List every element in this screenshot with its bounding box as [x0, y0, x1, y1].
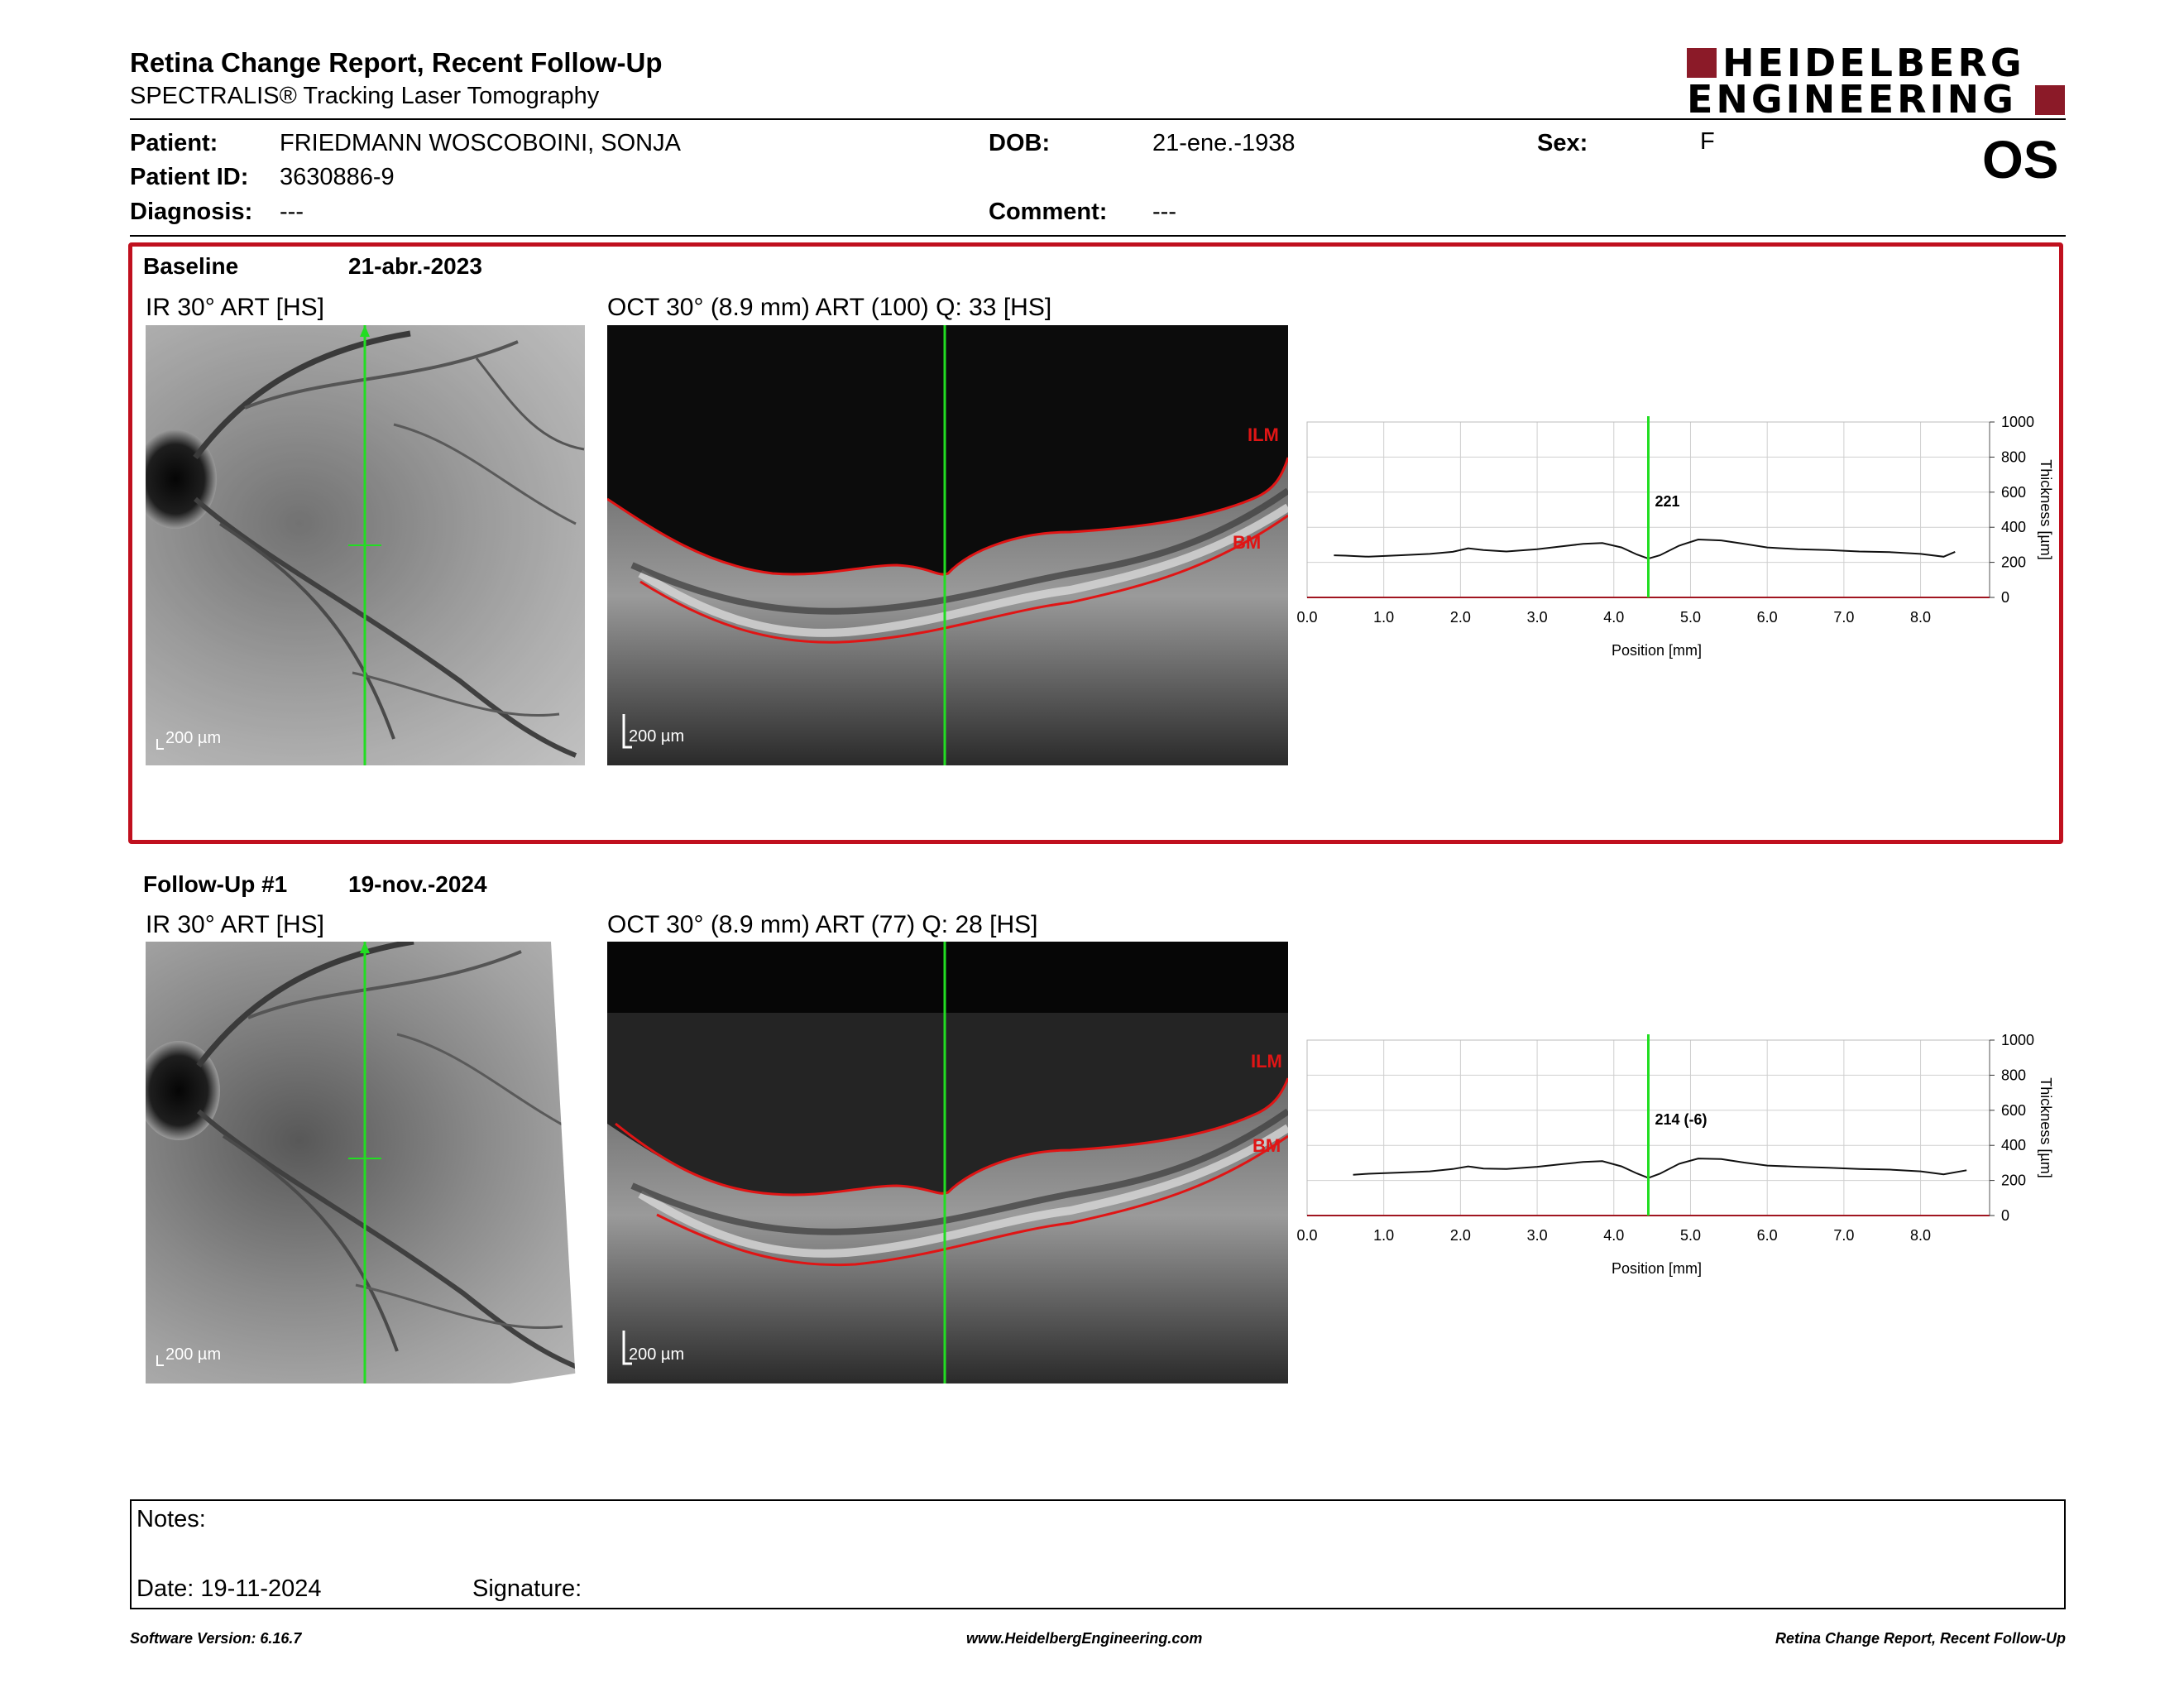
baseline-highlight-frame: [128, 242, 2063, 844]
y-tick-label: 200: [2001, 1172, 2026, 1189]
x-tick-label: 6.0: [1757, 1227, 1778, 1244]
thickness-series-line: [1334, 538, 1956, 560]
x-tick-label: 7.0: [1833, 609, 1854, 626]
baseline-oct-bscan-image[interactable]: ILM BM 200 µm: [607, 325, 1288, 765]
y-tick-label: 1000: [2001, 1032, 2034, 1048]
diagnosis-label: Diagnosis:: [130, 199, 253, 225]
diagnosis-value: ---: [280, 199, 304, 225]
baseline-date: 21-abr.-2023: [348, 253, 482, 279]
x-tick-label: 3.0: [1527, 1227, 1548, 1244]
patient-name: FRIEDMANN WOSCOBOINI, SONJA: [280, 130, 681, 156]
notes-signature-label: Signature:: [472, 1575, 582, 1602]
x-tick-label: 0.0: [1296, 1227, 1317, 1244]
logo-block-icon: [1687, 48, 1717, 78]
patient-label: Patient:: [130, 130, 218, 156]
followup-oct-scale-label: 200 µm: [629, 1345, 685, 1364]
footer-report-name: Retina Change Report, Recent Follow-Up: [1774, 1630, 2066, 1647]
x-tick-label: 7.0: [1833, 1227, 1854, 1244]
x-tick-label: 4.0: [1603, 609, 1624, 626]
x-tick-label: 6.0: [1757, 609, 1778, 626]
baseline-ilm-label: ILM: [1248, 424, 1279, 445]
baseline-ir-scale-label: 200 µm: [165, 729, 222, 747]
header-divider: [130, 118, 2066, 120]
notes-label: Notes:: [136, 1506, 206, 1532]
heidelberg-logo: HEIDELBERG ENGINEERING: [1684, 41, 2068, 122]
sex-value: F: [1700, 128, 1715, 155]
y-axis-title: Thickness [µm]: [2038, 459, 2054, 559]
x-tick-label: 2.0: [1450, 1227, 1471, 1244]
followup-ilm-label: ILM: [1251, 1051, 1282, 1072]
x-tick-label: 4.0: [1603, 1227, 1624, 1244]
dob-value: 21-ene.-1938: [1152, 130, 1296, 156]
logo-block-icon: [2035, 85, 2065, 115]
followup-oct-bscan-image[interactable]: ILM BM 200 µm: [607, 942, 1288, 1383]
followup-ir-vessels: [146, 942, 585, 1383]
patient-divider: [130, 235, 2066, 237]
baseline-ir-vessels: [146, 325, 585, 765]
baseline-oct-title: OCT 30° (8.9 mm) ART (100) Q: 33 [HS]: [607, 294, 1052, 321]
sex-label: Sex:: [1537, 130, 1588, 156]
baseline-ir-fundus-image[interactable]: 200 µm: [146, 325, 585, 765]
followup-bm-label: BM: [1252, 1135, 1281, 1156]
x-tick-label: 1.0: [1373, 1227, 1394, 1244]
x-tick-label: 8.0: [1910, 1227, 1931, 1244]
footer-software-version: Software Version: 6.16.7: [130, 1630, 302, 1647]
position-marker-label: 214 (-6): [1655, 1111, 1707, 1128]
x-tick-label: 8.0: [1910, 609, 1931, 626]
x-tick-label: 2.0: [1450, 609, 1471, 626]
x-tick-label: 3.0: [1527, 609, 1548, 626]
followup-oct-layers: [607, 942, 1288, 1383]
y-tick-label: 0: [2001, 589, 2009, 606]
followup-ir-scale-label: 200 µm: [165, 1345, 222, 1364]
followup-label: Follow-Up #1: [143, 871, 288, 897]
y-tick-label: 1000: [2001, 414, 2034, 430]
position-marker-label: 221: [1655, 493, 1680, 510]
report-subtitle: SPECTRALIS® Tracking Laser Tomography: [130, 83, 600, 109]
baseline-oct-scale-label: 200 µm: [629, 727, 685, 746]
y-tick-label: 400: [2001, 1137, 2026, 1153]
dob-label: DOB:: [989, 130, 1051, 156]
report-title: Retina Change Report, Recent Follow-Up: [130, 47, 663, 78]
baseline-bm-label: BM: [1233, 532, 1262, 553]
y-tick-label: 600: [2001, 1102, 2026, 1119]
y-tick-label: 600: [2001, 484, 2026, 501]
x-axis-title: Position [mm]: [1612, 1260, 1702, 1277]
x-tick-label: 5.0: [1680, 609, 1701, 626]
followup-oct-title: OCT 30° (8.9 mm) ART (77) Q: 28 [HS]: [607, 911, 1038, 938]
y-tick-label: 0: [2001, 1207, 2009, 1224]
patient-id-label: Patient ID:: [130, 164, 249, 190]
y-tick-label: 200: [2001, 554, 2026, 571]
baseline-ir-title: IR 30° ART [HS]: [146, 294, 324, 321]
eye-indicator: OS: [1982, 130, 2059, 189]
x-tick-label: 5.0: [1680, 1227, 1701, 1244]
notes-date: Date: 19-11-2024: [136, 1575, 322, 1602]
y-tick-label: 800: [2001, 1067, 2026, 1083]
followup-ir-fundus-image[interactable]: 200 µm: [146, 942, 585, 1383]
followup-thickness-chart: 0 200 400 600 800 1000 0.0 1.0 2.0 3.0 4.0 5.0 6.0 7.…: [1296, 1032, 2054, 1277]
logo-line2: ENGINEERING: [1687, 77, 2017, 122]
comment-value: ---: [1152, 199, 1176, 225]
thickness-series-line: [1353, 1158, 1967, 1179]
footer-website[interactable]: www.HeidelbergEngineering.com: [966, 1630, 1203, 1647]
comment-label: Comment:: [989, 199, 1108, 225]
notes-box[interactable]: Notes: Date: 19-11-2024 Signature:: [130, 1499, 2066, 1609]
y-axis-title: Thickness [µm]: [2038, 1077, 2054, 1177]
followup-ir-title: IR 30° ART [HS]: [146, 911, 324, 938]
baseline-thickness-chart: 0 200 400 600 800 1000 0.0 1.0 2.0 3.0 4.0 5.0 6.0 7.…: [1296, 414, 2054, 659]
y-tick-label: 400: [2001, 519, 2026, 535]
logo-line1: HEIDELBERG: [1722, 41, 2025, 85]
baseline-label: Baseline: [143, 253, 239, 279]
x-tick-label: 1.0: [1373, 609, 1394, 626]
y-tick-label: 800: [2001, 448, 2026, 465]
followup-date: 19-nov.-2024: [348, 871, 487, 897]
x-axis-title: Position [mm]: [1612, 642, 1702, 659]
baseline-oct-layers: [607, 325, 1288, 765]
x-tick-label: 0.0: [1296, 609, 1317, 626]
patient-id: 3630886-9: [280, 164, 395, 190]
